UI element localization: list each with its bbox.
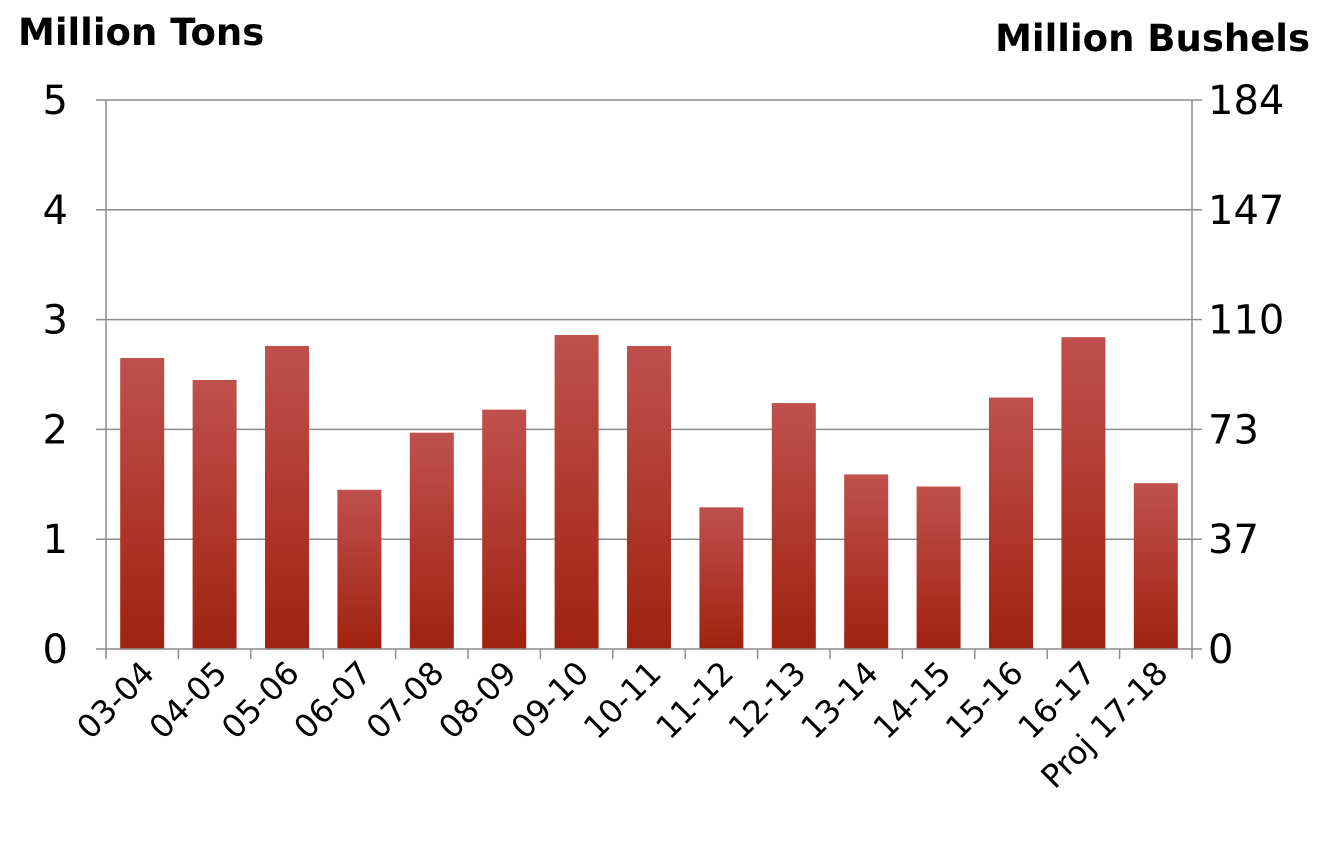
left-axis-title: Million Tons <box>18 11 264 54</box>
category-label: 04-05 <box>142 654 235 747</box>
bar <box>192 379 237 649</box>
bar <box>120 358 165 649</box>
bar <box>771 403 816 649</box>
category-label: 05-06 <box>214 654 307 747</box>
left-tick-label: 5 <box>43 78 68 124</box>
category-label: 12-13 <box>721 654 814 747</box>
right-tick-label: 37 <box>1208 517 1259 563</box>
right-tick-label: 110 <box>1208 298 1284 344</box>
bars <box>120 334 1178 649</box>
left-tick-label: 2 <box>43 407 68 453</box>
category-label: 08-09 <box>431 654 524 747</box>
axes <box>96 100 1202 659</box>
bar <box>265 345 309 649</box>
bar <box>482 409 527 649</box>
category-label: 15-16 <box>938 654 1031 747</box>
left-tick-label: 1 <box>43 517 68 563</box>
left-tick-label: 3 <box>43 298 68 344</box>
tick-labels: 0 0 1 37 2 73 3 110 4 147 5 184 <box>43 78 1285 673</box>
bar <box>337 489 382 649</box>
category-label: 03-04 <box>69 654 162 747</box>
bar <box>844 474 889 649</box>
left-tick-label: 4 <box>43 188 68 234</box>
category-label: 11-12 <box>648 654 741 747</box>
bar <box>916 486 961 649</box>
bar <box>1133 483 1178 649</box>
category-label: 14-15 <box>866 654 959 747</box>
bar <box>1061 337 1106 649</box>
right-axis-title: Million Bushels <box>995 17 1310 60</box>
bar <box>409 432 454 649</box>
category-label: 07-08 <box>359 654 452 747</box>
right-tick-label: 147 <box>1208 188 1284 234</box>
bar <box>699 507 744 649</box>
category-label: 10-11 <box>576 654 669 747</box>
category-label: 09-10 <box>504 654 597 747</box>
category-label: 13-14 <box>793 654 886 747</box>
right-tick-label: 0 <box>1208 627 1233 673</box>
bar <box>554 334 599 649</box>
right-tick-label: 73 <box>1208 407 1259 453</box>
bar <box>989 397 1033 649</box>
right-tick-label: 184 <box>1208 78 1284 124</box>
left-tick-label: 0 <box>43 627 68 673</box>
category-labels: 03-0404-0505-0606-0707-0808-0909-1010-11… <box>69 654 1175 796</box>
bar <box>627 345 671 649</box>
category-label: 06-07 <box>286 654 379 747</box>
